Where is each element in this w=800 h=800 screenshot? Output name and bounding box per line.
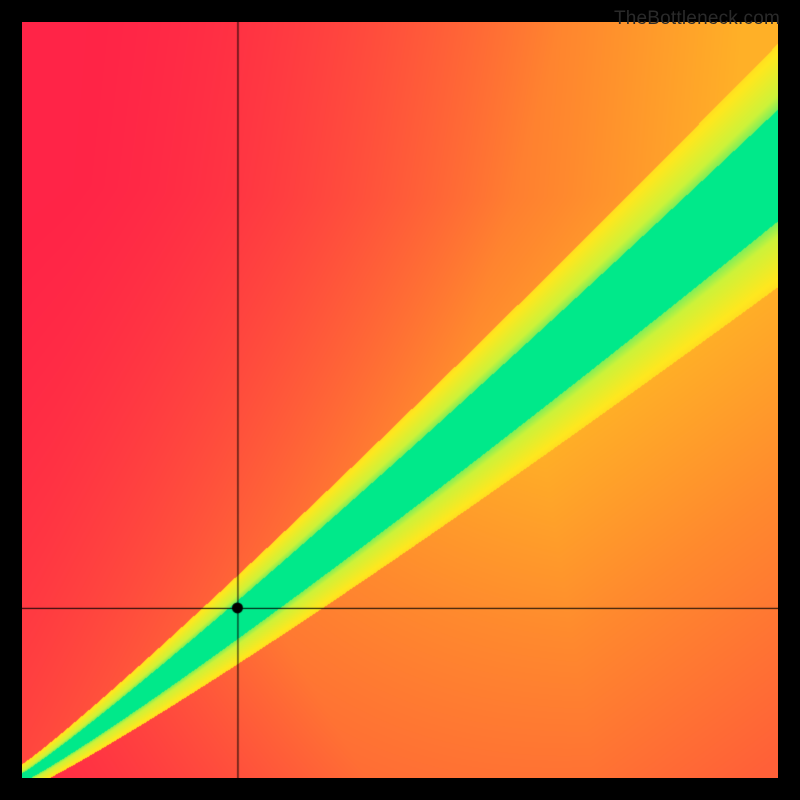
watermark-text: TheBottleneck.com (614, 8, 780, 30)
bottleneck-heatmap (22, 22, 778, 778)
chart-container: TheBottleneck.com (0, 0, 800, 800)
plot-area (22, 22, 778, 778)
